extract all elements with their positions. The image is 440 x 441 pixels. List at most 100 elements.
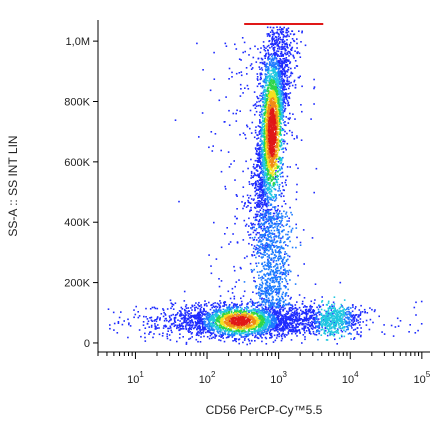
event-point (270, 307, 273, 310)
event-point (113, 322, 116, 325)
event-point (202, 332, 204, 334)
event-point (315, 322, 318, 324)
event-point (284, 317, 287, 320)
event-point (358, 324, 361, 326)
event-point (268, 294, 271, 297)
event-point (200, 333, 202, 335)
event-point (112, 311, 115, 314)
event-point (271, 196, 274, 198)
event-point (223, 121, 226, 123)
event-point (213, 78, 216, 80)
event-point (213, 328, 215, 331)
event-point (264, 275, 267, 277)
event-point (229, 307, 231, 310)
event-point (260, 240, 263, 242)
event-point (129, 325, 132, 327)
event-point (284, 94, 287, 96)
event-point (247, 205, 249, 207)
event-point (304, 305, 306, 307)
event-point (246, 125, 249, 128)
event-point (275, 181, 277, 183)
event-point (270, 220, 273, 222)
event-point (338, 310, 340, 313)
event-point (279, 183, 281, 186)
event-point (259, 191, 261, 193)
event-point (284, 96, 286, 99)
event-point (266, 33, 269, 35)
event-point (264, 182, 266, 184)
event-point (281, 90, 284, 93)
event-point (174, 317, 177, 319)
event-point (335, 322, 337, 324)
event-point (261, 286, 263, 289)
event-point (278, 269, 281, 272)
event-point (261, 184, 263, 187)
event-point (163, 325, 165, 327)
event-point (338, 307, 341, 310)
event-point (253, 280, 255, 282)
event-point (354, 307, 356, 310)
event-point (312, 330, 315, 333)
event-point (281, 236, 284, 239)
event-point (262, 173, 264, 176)
event-point (275, 63, 277, 66)
event-point (179, 315, 182, 317)
event-point (260, 105, 262, 108)
event-point (239, 266, 242, 269)
event-point (212, 320, 214, 323)
event-point (263, 189, 266, 191)
event-point (269, 273, 272, 276)
event-point (341, 321, 343, 324)
event-point (294, 312, 297, 314)
event-point (279, 226, 282, 228)
event-point (250, 222, 252, 225)
event-point (275, 293, 278, 296)
event-point (276, 86, 279, 89)
event-point (278, 321, 280, 323)
event-point (288, 118, 291, 121)
event-point (285, 97, 287, 99)
event-point (222, 329, 224, 331)
event-point (318, 321, 320, 324)
event-point (212, 322, 215, 324)
event-point (253, 174, 255, 177)
event-point (326, 339, 329, 341)
event-point (260, 77, 262, 80)
event-point (206, 311, 209, 314)
event-point (281, 315, 283, 318)
event-point (262, 292, 265, 295)
event-point (284, 251, 286, 253)
event-point (276, 333, 279, 336)
event-point (329, 326, 331, 328)
event-point (281, 261, 284, 263)
event-point (315, 316, 318, 318)
event-point (343, 308, 345, 310)
event-point (274, 73, 277, 76)
event-point (285, 184, 287, 186)
event-point (261, 199, 263, 201)
event-point (264, 233, 266, 235)
event-point (272, 312, 274, 314)
event-point (280, 51, 283, 53)
event-point (350, 314, 353, 316)
event-point (271, 244, 273, 246)
event-point (275, 84, 278, 86)
event-point (254, 173, 256, 176)
event-point (309, 325, 311, 327)
event-point (286, 175, 289, 178)
event-point (247, 338, 250, 340)
event-point (190, 315, 193, 317)
event-point (256, 252, 259, 254)
event-point (207, 322, 209, 325)
event-point (327, 315, 330, 318)
event-point (259, 154, 261, 157)
event-point (272, 270, 274, 272)
event-point (182, 325, 185, 328)
event-point (280, 143, 283, 146)
event-point (207, 314, 209, 317)
event-point (238, 342, 240, 345)
event-point (304, 338, 306, 341)
event-point (283, 57, 286, 60)
event-point (294, 326, 297, 329)
event-point (260, 72, 262, 75)
